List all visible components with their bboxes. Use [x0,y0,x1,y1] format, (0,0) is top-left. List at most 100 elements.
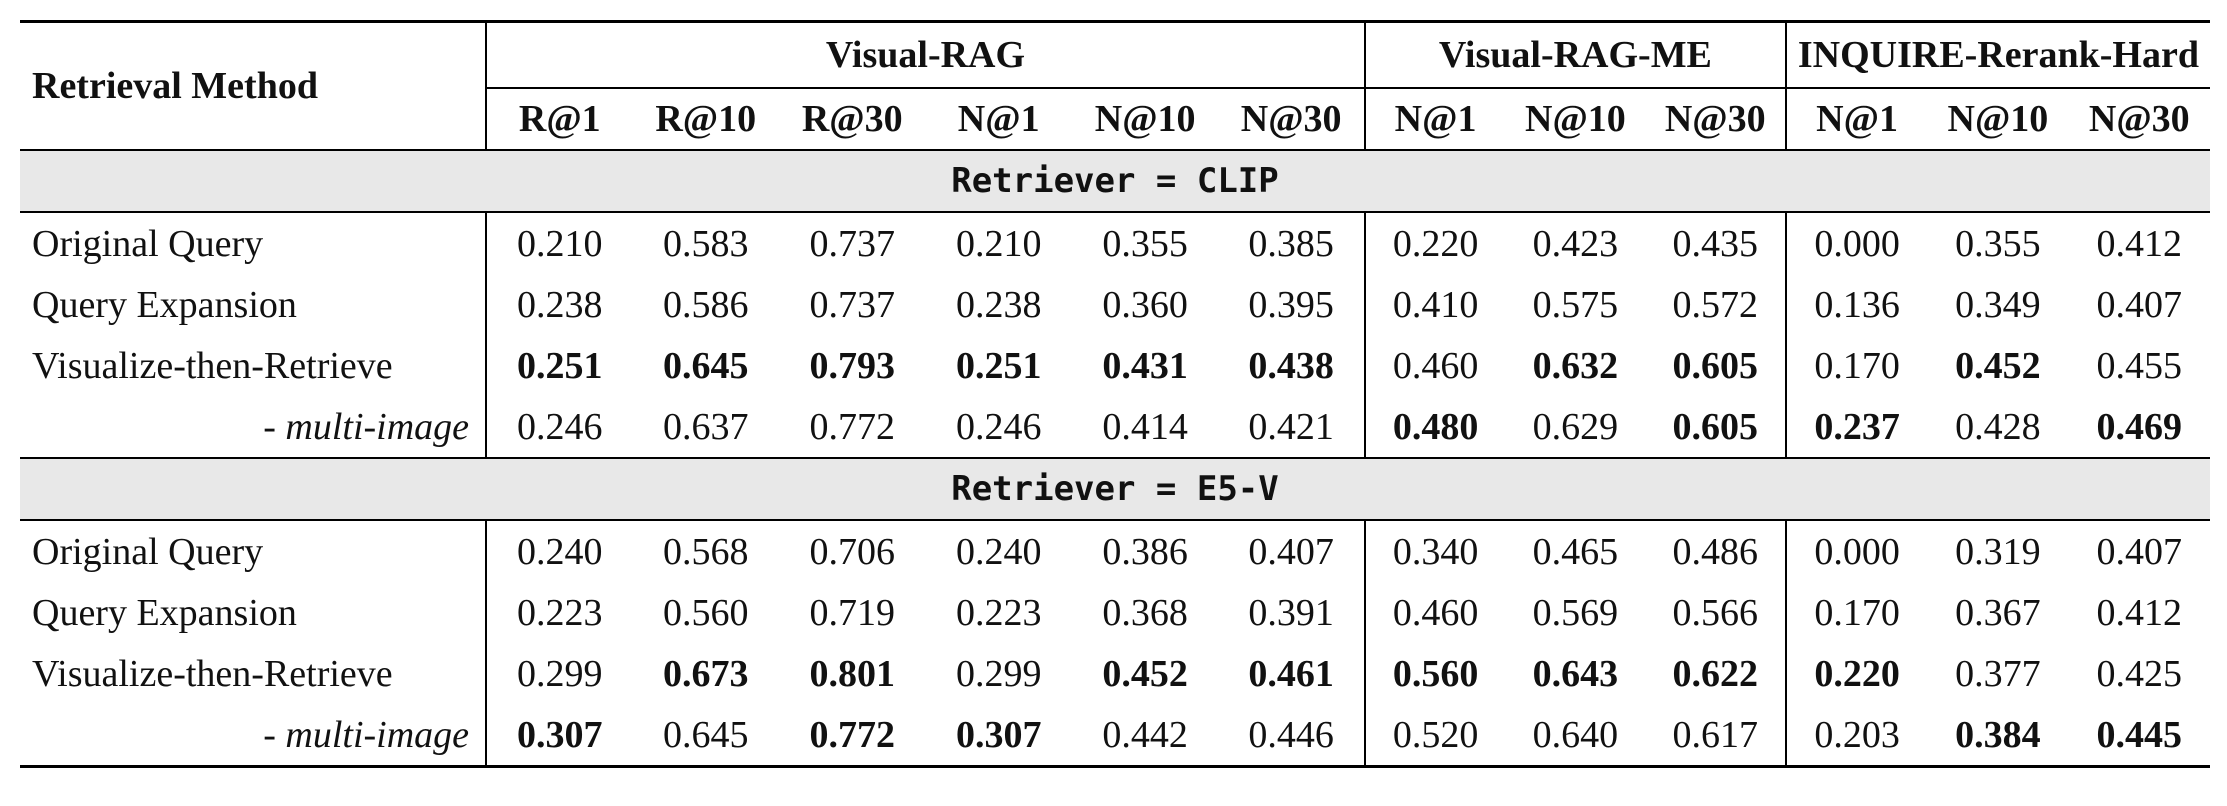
value-cell: 0.560 [1363,643,1506,704]
value-cell: 0.632 [1505,335,1645,396]
value-cell: 0.355 [1955,222,2041,265]
value-cell: 0.170 [1784,335,1928,396]
value-cell: 0.307 [925,704,1072,768]
value-cell: 0.410 [1363,274,1506,335]
table-row: - multi-image 0.246 0.637 0.772 0.246 0.414 0.… [20,396,2210,458]
best-value: 0.452 [1102,652,1188,695]
best-value: 0.793 [809,344,895,387]
value-cell: 0.391 [1248,591,1334,634]
section-band-row: Retriever = CLIP [20,149,2210,213]
value-cell: 0.428 [1955,405,2041,448]
value-cell: 0.645 [633,335,779,396]
best-value: 0.772 [809,713,895,756]
value-cell: 0.220 [1363,212,1506,274]
table-row: Original Query 0.210 0.583 0.737 0.210 0.355 0… [20,212,2210,274]
value-cell: 0.340 [1363,520,1506,582]
value-cell: 0.368 [1102,591,1188,634]
value-cell: 0.637 [663,405,749,448]
section-label: Retriever = E5-V [20,457,2210,521]
method-cell: Visualize-then-Retrieve [32,652,393,695]
value-cell: 0.465 [1532,530,1619,573]
section-label: Retriever = CLIP [20,149,2210,213]
best-value: 0.438 [1248,344,1334,387]
value-cell: 0.605 [1646,396,1786,458]
value-cell: 0.673 [633,643,779,704]
best-value: 0.801 [809,652,895,695]
best-value: 0.251 [955,344,1042,387]
table-row: Visualize-then-Retrieve 0.251 0.645 0.793 0.… [20,335,2210,396]
group-header-visual-rag: Visual-RAG [485,21,1365,89]
best-value: 0.645 [663,344,749,387]
best-value: 0.384 [1955,713,2041,756]
value-cell: 0.246 [955,405,1042,448]
results-table-container: Retrieval Method Visual-RAG Visual-RAG-M… [20,20,2210,768]
best-value: 0.605 [1672,344,1758,387]
value-cell: 0.360 [1102,283,1188,326]
value-cell: 0.412 [2096,222,2183,265]
value-cell: 0.423 [1532,222,1619,265]
header-group-row: Retrieval Method Visual-RAG Visual-RAG-M… [20,21,2210,107]
value-cell: 0.319 [1955,530,2041,573]
method-cell: Query Expansion [32,283,297,326]
best-value: 0.452 [1955,344,2041,387]
best-value: 0.251 [517,344,603,387]
value-cell: 0.000 [1784,212,1928,274]
table-header: Retrieval Method Visual-RAG Visual-RAG-M… [20,21,2210,150]
value-cell: 0.568 [663,530,749,573]
value-cell: 0.460 [1363,335,1506,396]
method-cell: Query Expansion [32,591,297,634]
best-value: 0.469 [2096,405,2183,448]
metric-header: R@30 [801,98,903,140]
value-cell: 0.586 [663,283,749,326]
table-body: Retriever = CLIP Original Query 0.210 0.583… [20,149,2210,768]
value-cell: 0.299 [955,652,1042,695]
value-cell: 0.414 [1102,405,1188,448]
best-value: 0.220 [1814,652,1900,695]
value-cell: 0.412 [2096,591,2183,634]
value-cell: 0.566 [1672,591,1758,634]
best-value: 0.307 [517,713,603,756]
metric-header: N@1 [957,98,1040,140]
value-cell: 0.210 [485,212,633,274]
value-cell: 0.307 [485,704,633,768]
metric-header: N@30 [2088,98,2190,140]
value-cell: 0.452 [1072,643,1218,704]
value-cell: 0.575 [1532,283,1619,326]
section-band-row: Retriever = E5-V [20,457,2210,521]
value-cell: 0.569 [1532,591,1619,634]
value-cell: 0.706 [809,530,895,573]
best-value: 0.445 [2096,713,2183,756]
value-cell: 0.737 [809,222,895,265]
value-cell: 0.772 [778,704,926,768]
value-cell: 0.793 [779,335,925,396]
metric-header: N@10 [1947,98,2049,140]
value-cell: 0.240 [955,530,1042,573]
table-row: Query Expansion 0.223 0.560 0.719 0.223 0.368… [20,582,2210,643]
value-cell: 0.386 [1102,530,1188,573]
value-cell: 0.407 [1248,530,1334,573]
value-cell: 0.737 [809,283,895,326]
value-cell: 0.385 [1248,222,1334,265]
header-metric-row: R@1 R@10 R@30 N@1 N@10 N@30 N@1 N@10 N@3… [20,88,2210,150]
value-cell: 0.460 [1363,582,1506,643]
value-cell: 0.605 [1646,335,1786,396]
value-cell: 0.223 [955,591,1042,634]
metric-header: R@10 [655,98,757,140]
metric-header: N@30 [1664,98,1766,140]
value-cell: 0.442 [1071,704,1219,768]
value-cell: 0.384 [1927,704,2069,768]
method-cell: Original Query [32,222,264,265]
value-cell: 0.238 [485,274,633,335]
best-value: 0.480 [1392,405,1479,448]
method-prefix: - [263,713,286,756]
best-value: 0.605 [1672,405,1758,448]
best-value: 0.560 [1392,652,1479,695]
value-cell: 0.719 [809,591,895,634]
value-cell: 0.425 [2096,652,2183,695]
value-cell: 0.469 [2069,396,2210,458]
results-table: Retrieval Method Visual-RAG Visual-RAG-M… [20,20,2210,768]
value-cell: 0.438 [1218,335,1365,396]
value-cell: 0.407 [2096,283,2183,326]
value-cell: 0.210 [955,222,1042,265]
value-cell: 0.455 [2096,344,2183,387]
